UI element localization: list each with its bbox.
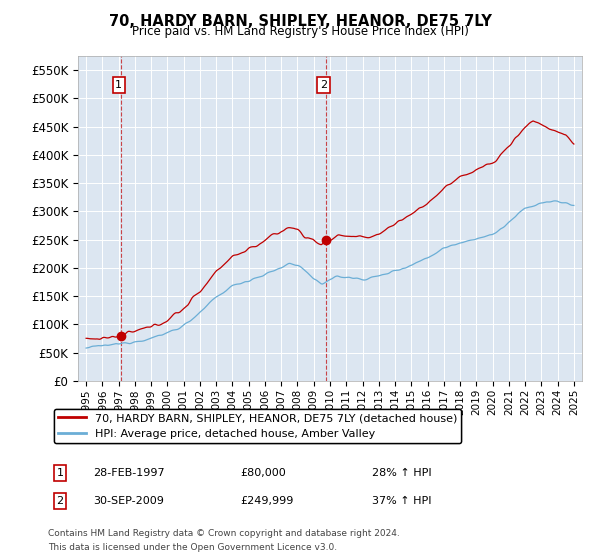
- Text: Contains HM Land Registry data © Crown copyright and database right 2024.: Contains HM Land Registry data © Crown c…: [48, 529, 400, 538]
- Text: 28% ↑ HPI: 28% ↑ HPI: [372, 468, 431, 478]
- Text: £80,000: £80,000: [240, 468, 286, 478]
- Text: 70, HARDY BARN, SHIPLEY, HEANOR, DE75 7LY: 70, HARDY BARN, SHIPLEY, HEANOR, DE75 7L…: [109, 14, 491, 29]
- Text: £249,999: £249,999: [240, 496, 293, 506]
- Text: 28-FEB-1997: 28-FEB-1997: [93, 468, 164, 478]
- Text: Price paid vs. HM Land Registry's House Price Index (HPI): Price paid vs. HM Land Registry's House …: [131, 25, 469, 38]
- Legend: 70, HARDY BARN, SHIPLEY, HEANOR, DE75 7LY (detached house), HPI: Average price, : 70, HARDY BARN, SHIPLEY, HEANOR, DE75 7L…: [53, 409, 461, 443]
- Text: 2: 2: [320, 80, 327, 90]
- Text: 2: 2: [56, 496, 64, 506]
- Text: This data is licensed under the Open Government Licence v3.0.: This data is licensed under the Open Gov…: [48, 543, 337, 552]
- Text: 30-SEP-2009: 30-SEP-2009: [93, 496, 164, 506]
- Text: 37% ↑ HPI: 37% ↑ HPI: [372, 496, 431, 506]
- Text: 1: 1: [56, 468, 64, 478]
- Text: 1: 1: [115, 80, 122, 90]
